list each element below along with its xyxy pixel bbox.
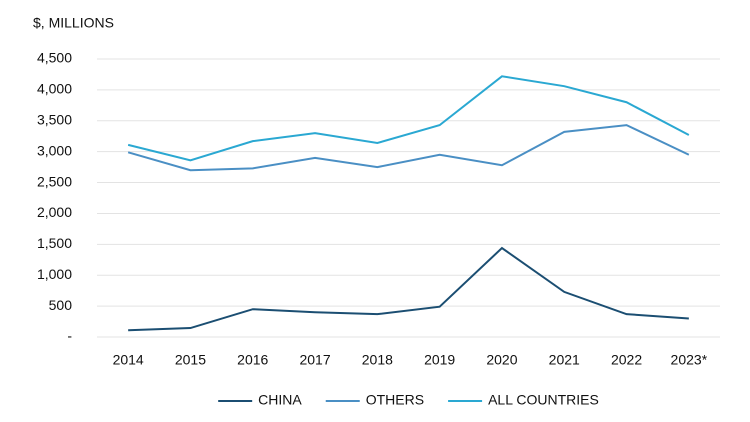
- y-tick-label: 4,500: [37, 50, 72, 66]
- legend-label: CHINA: [258, 392, 302, 408]
- y-tick-label: 500: [49, 297, 73, 313]
- y-tick-label: 1,000: [37, 266, 72, 282]
- x-tick-label: 2016: [237, 352, 268, 368]
- x-tick-label: 2015: [175, 352, 206, 368]
- y-axis-label: $, MILLIONS: [33, 15, 114, 31]
- x-tick-label: 2021: [549, 352, 580, 368]
- series-line: [128, 246, 689, 332]
- x-tick-label: 2014: [113, 352, 144, 368]
- y-tick-label: 4,000: [37, 81, 72, 97]
- x-tick-label: 2018: [362, 352, 393, 368]
- x-tick-label: 2023*: [671, 352, 708, 368]
- y-tick-label: 2,000: [37, 204, 72, 220]
- y-tick-label: 3,500: [37, 111, 72, 127]
- legend-label: OTHERS: [366, 392, 424, 408]
- y-tick-label: 1,500: [37, 235, 72, 251]
- series-line: [127, 75, 690, 162]
- x-tick-label: 2022: [611, 352, 642, 368]
- x-tick-label: 2019: [424, 352, 455, 368]
- series-line: [127, 124, 690, 172]
- y-tick-label: 2,500: [37, 173, 72, 189]
- y-tick-label: 3,000: [37, 142, 72, 158]
- x-tick-label: 2017: [299, 352, 330, 368]
- legend-label: ALL COUNTRIES: [488, 392, 599, 408]
- x-tick-label: 2020: [486, 352, 517, 368]
- y-tick-label: -: [67, 328, 72, 344]
